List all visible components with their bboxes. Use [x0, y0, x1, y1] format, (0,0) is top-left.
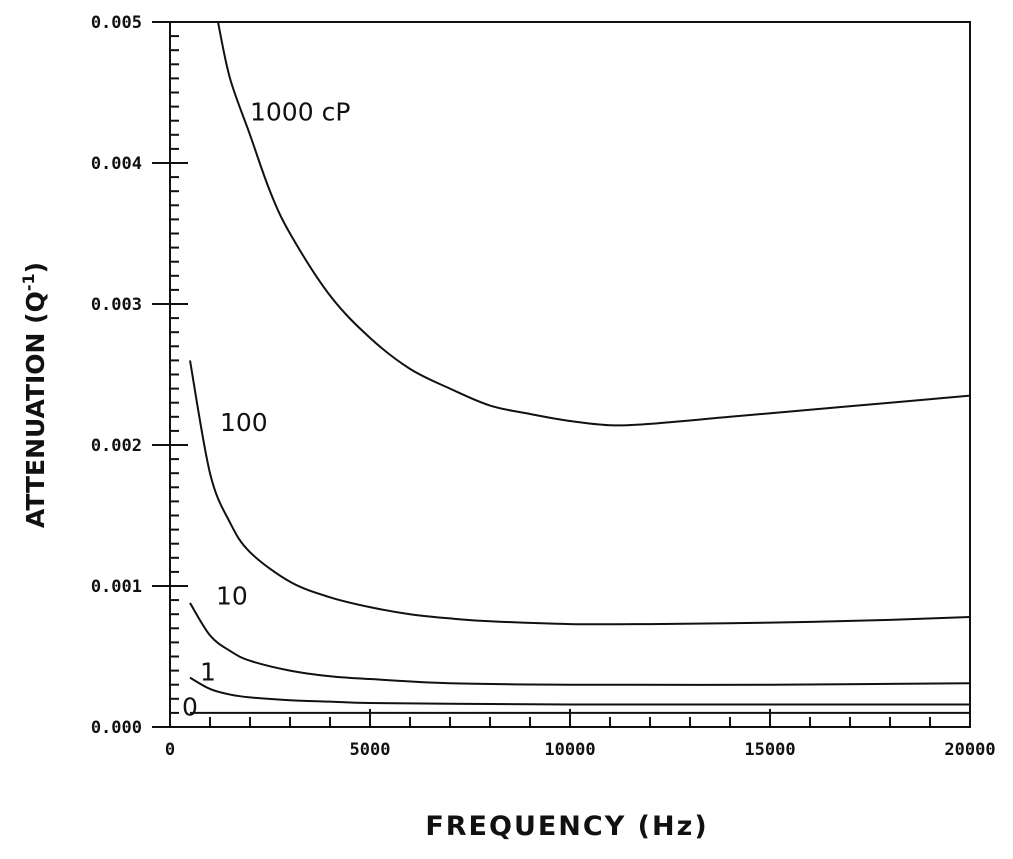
y-axis-title-suffix: ) — [21, 262, 50, 273]
series-labels: 01 10 100 1000 cP — [182, 98, 350, 722]
y-tick-label: 0.002 — [91, 436, 142, 456]
series-line — [189, 676, 970, 706]
x-tick-label: 0 — [165, 740, 175, 760]
y-tick-label: 0.004 — [91, 154, 142, 174]
axis-ticks — [152, 21, 971, 728]
y-tick-label: 0.001 — [91, 577, 142, 597]
series-label: 1000 cP — [250, 98, 350, 127]
y-tick-label: 0.005 — [91, 13, 142, 33]
series-label: 100 — [220, 408, 268, 437]
series-line — [189, 360, 971, 626]
x-axis-title: FREQUENCY (Hz) — [425, 811, 708, 842]
y-tick-label: 0.000 — [91, 718, 142, 738]
series-line — [189, 602, 971, 686]
y-tick-labels: 0.000 0.001 0.002 0.003 0.004 0.005 — [91, 13, 142, 738]
series-line — [217, 21, 971, 427]
x-tick-label: 10000 — [544, 740, 595, 760]
x-tick-label: 20000 — [944, 740, 995, 760]
series-label: 1 — [200, 657, 216, 686]
x-tick-label: 15000 — [744, 740, 795, 760]
x-tick-labels: 0 5000 10000 15000 20000 — [165, 740, 996, 760]
y-axis-title-main: ATTENUATION (Q — [21, 291, 50, 528]
y-axis-title: ATTENUATION (Q-1) — [19, 262, 50, 528]
x-tick-label: 5000 — [350, 740, 391, 760]
y-tick-label: 0.003 — [91, 295, 142, 315]
series-curves — [189, 21, 971, 714]
y-axis-title-superscript: -1 — [19, 273, 38, 291]
series-label: 10 — [216, 581, 248, 610]
series-label: 0 — [182, 693, 198, 722]
